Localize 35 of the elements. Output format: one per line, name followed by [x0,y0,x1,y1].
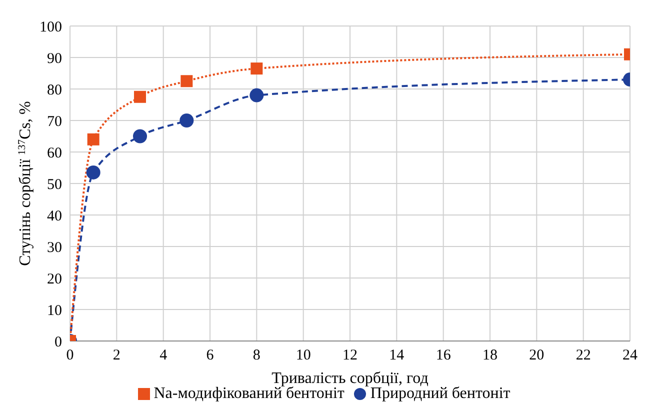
y-tick-label: 70 [47,114,62,130]
point [86,165,100,180]
x-tick-label: 20 [529,348,544,364]
legend-label: Na-модифікований бентоніт [154,385,344,402]
y-tick-label: 100 [40,19,62,36]
y-tick-label: 90 [47,50,62,67]
point [134,90,146,103]
x-tick-label: 12 [342,348,358,364]
x-tick-label: 2 [112,348,120,364]
y-tick-label: 0 [54,334,62,350]
x-tick-label: 4 [160,348,168,364]
x-tick-label: 22 [576,348,591,364]
x-tick-label: 16 [436,348,452,364]
point [180,75,193,88]
x-tick-label: 8 [252,348,260,364]
y-tick-label: 60 [47,145,62,162]
x-tick-label: 6 [206,348,214,364]
point [250,88,264,102]
x-tick-label: 0 [66,348,74,364]
legend-label: Природний бентоніт [370,385,510,402]
point [250,62,263,75]
x-tick-label: 24 [622,348,638,364]
y-tick-label: 80 [47,82,62,98]
x-tick-label: 14 [389,348,405,364]
y-tick-label: 20 [47,271,62,288]
point [180,114,194,128]
y-tick-label: 10 [47,302,62,319]
point [87,133,100,146]
x-tick-label: 18 [482,348,498,364]
x-tick-label: 10 [296,348,311,364]
y-tick-label: 50 [47,176,62,193]
y-tick-label: 30 [47,240,62,256]
x-axis-title: Тривалість сорбції, год [272,370,428,387]
y-tick-label: 40 [47,208,62,224]
point [133,129,147,144]
